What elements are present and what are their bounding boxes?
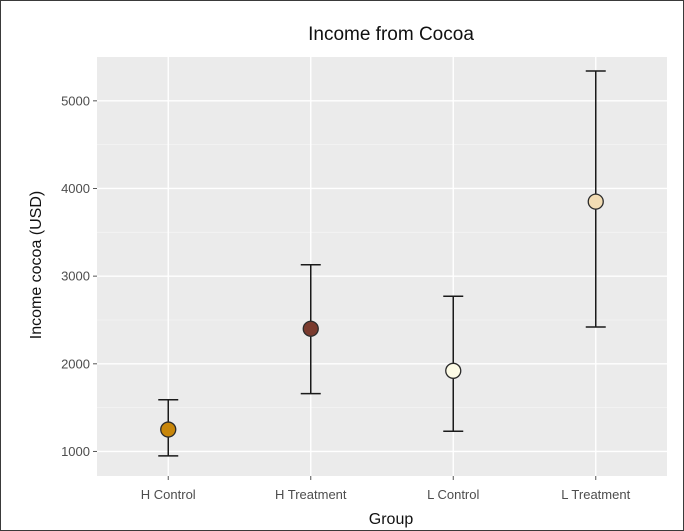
data-point <box>587 193 604 210</box>
y-axis-ticks: 1000 2000 3000 4000 5000 <box>61 93 97 459</box>
data-points <box>160 193 604 438</box>
y-tick-label: 2000 <box>61 356 90 371</box>
chart-title: Income from Cocoa <box>308 24 474 45</box>
x-tick-label: H Treatment <box>275 487 347 502</box>
y-tick-label: 5000 <box>61 93 90 108</box>
y-tick-label: 1000 <box>61 444 90 459</box>
y-axis-title: Income cocoa (USD) <box>28 191 45 340</box>
minor-gridlines <box>97 144 667 409</box>
data-point <box>160 421 177 438</box>
x-axis-ticks: H Control H Treatment L Control L Treatment <box>141 476 631 502</box>
x-axis-title: Group <box>369 511 414 528</box>
error-bars <box>158 70 606 457</box>
x-tick-label: L Treatment <box>561 487 630 502</box>
plot-panel <box>97 57 667 476</box>
y-tick-label: 3000 <box>61 269 90 284</box>
y-tick-label: 4000 <box>61 181 90 196</box>
x-tick-label: H Control <box>141 487 196 502</box>
data-point <box>445 362 462 379</box>
data-point <box>302 320 319 337</box>
x-tick-label: L Control <box>427 487 479 502</box>
